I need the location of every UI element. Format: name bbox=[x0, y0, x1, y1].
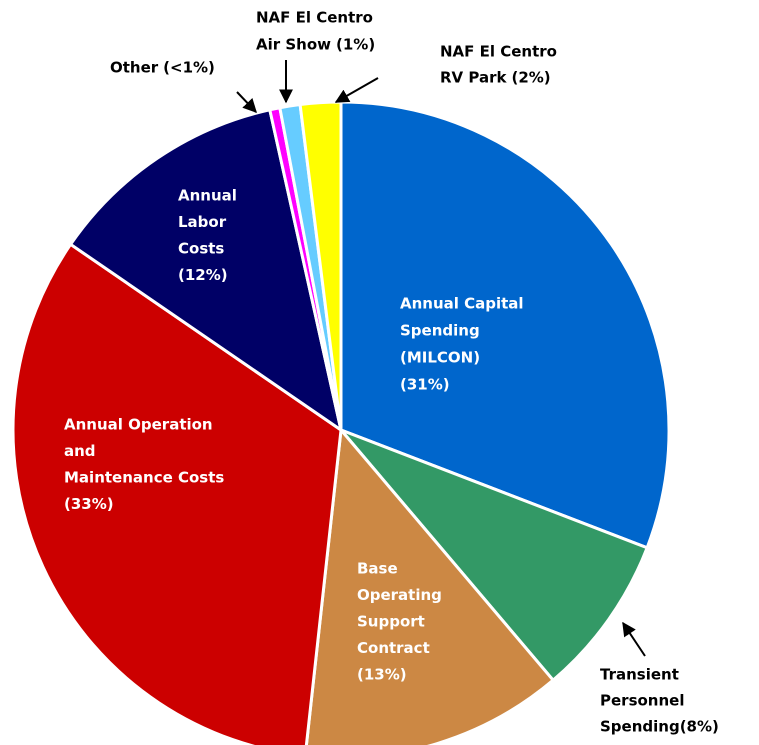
slice-label-line: Annual Operation bbox=[64, 416, 213, 434]
slice-label-line: Costs bbox=[178, 240, 224, 258]
pie-slice bbox=[304, 426, 556, 745]
slice-label-line: NAF El Centro bbox=[256, 9, 373, 27]
slice-label: NAF El Centro Air Show (1%) bbox=[256, 9, 375, 54]
slice-label-line: Annual bbox=[178, 187, 237, 205]
slice-label: NAF El Centro RV Park (2%) bbox=[440, 43, 557, 87]
slice-label-line: Contract bbox=[357, 639, 430, 657]
slice-label-line: Support bbox=[357, 613, 425, 631]
arrow bbox=[334, 77, 379, 103]
slice-label: Transient Personnel Spending (8%) bbox=[600, 666, 719, 736]
slice-label-line: RV Park bbox=[440, 69, 507, 87]
slice-label-line: Other bbox=[110, 59, 159, 77]
slice-label: Annual Operation and Maintenance Costs (33%… bbox=[64, 416, 224, 514]
pie-slice bbox=[11, 242, 343, 745]
pie-slice bbox=[339, 100, 671, 550]
slice-label-line: NAF El Centro bbox=[440, 43, 557, 61]
value-label: (31%) bbox=[400, 376, 450, 394]
slice-label-line: Operating bbox=[357, 586, 442, 604]
slice-label-line: Transient bbox=[600, 666, 679, 684]
value-label: (12%) bbox=[178, 266, 228, 284]
slice-label-line: Base bbox=[357, 560, 398, 578]
slice-label-line: Maintenance Costs bbox=[64, 469, 224, 487]
slice-label-line: (MILCON) bbox=[400, 349, 480, 367]
value-label: (8%) bbox=[680, 718, 719, 736]
slice-label: Annual Labor Costs (12%) bbox=[178, 187, 237, 285]
slice-label: Other (<1%) bbox=[110, 59, 215, 77]
slice-label-line: Spending bbox=[400, 322, 480, 340]
arrow bbox=[236, 91, 257, 114]
arrows bbox=[236, 60, 646, 657]
slice-label-line: Air Show bbox=[256, 36, 331, 54]
pie-slice bbox=[339, 428, 650, 683]
labels: Annual Capital Spending (MILCON) (31%) Trans… bbox=[64, 9, 719, 736]
slice-label-line: Annual Capital bbox=[400, 295, 524, 313]
slice-label: Annual Capital Spending (MILCON) (31%) bbox=[400, 295, 524, 394]
pie-slice bbox=[68, 108, 344, 434]
slice-label-line: Labor bbox=[178, 213, 227, 231]
slice-label-line: and bbox=[64, 442, 96, 460]
arrow bbox=[622, 621, 646, 657]
value-label: (33%) bbox=[64, 495, 114, 513]
slice-label: Base Operating Support Contract (13%) bbox=[357, 560, 442, 684]
pie bbox=[11, 100, 671, 745]
slice-label-line: Spending bbox=[600, 718, 680, 736]
value-label: (13%) bbox=[357, 666, 407, 684]
value-label: (<1%) bbox=[163, 59, 215, 77]
value-label: (1%) bbox=[336, 36, 375, 54]
value-label: (2%) bbox=[511, 69, 550, 87]
slice-label-line: Personnel bbox=[600, 692, 684, 710]
